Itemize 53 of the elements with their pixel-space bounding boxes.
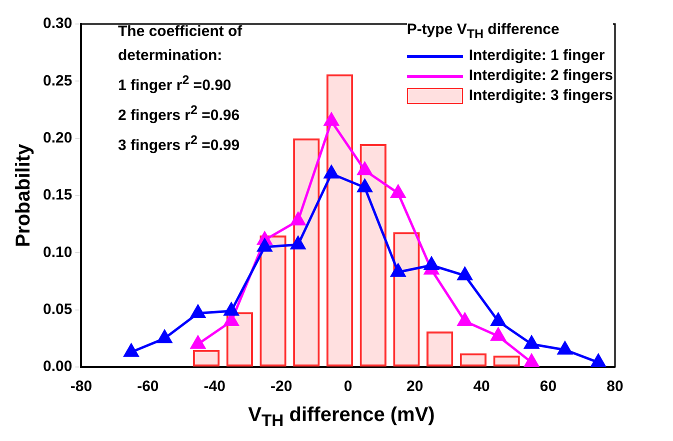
- point: [257, 238, 272, 252]
- x-axis-title: V$_{TH}$ difference (mV): [247, 404, 436, 431]
- bar: [192, 350, 220, 366]
- annotation: 1 finger r$^{2}$ =0.90: [118, 72, 232, 96]
- point: [490, 328, 506, 341]
- annotation: 2 fingers r$^{2}$ =0.96: [118, 102, 241, 126]
- x-tick-label: -40: [204, 378, 226, 396]
- x-tick-label: 40: [473, 378, 490, 396]
- point: [324, 166, 339, 179]
- annotation: 3 fingers r$^{2}$ =0.99: [118, 132, 241, 156]
- y-tick-label: 0.25: [42, 72, 72, 90]
- y-tick-label: 0.30: [42, 15, 72, 32]
- point: [357, 162, 372, 176]
- bar: [493, 356, 520, 366]
- point: [324, 112, 339, 126]
- point: [390, 184, 406, 198]
- x-tick-label: 80: [606, 378, 624, 396]
- y-tick-label: 0.15: [42, 186, 72, 204]
- y-tick-label: 0.05: [42, 300, 72, 318]
- x-tick-label: -60: [137, 378, 159, 396]
- point: [190, 305, 206, 318]
- x-tick-label: -20: [270, 378, 292, 396]
- x-tick-label: -80: [70, 378, 92, 396]
- point: [490, 313, 506, 326]
- point: [458, 313, 472, 326]
- point: [524, 336, 539, 349]
- point: [157, 330, 172, 344]
- point: [390, 264, 406, 277]
- point: [357, 179, 372, 192]
- y-tick-label: 0.00: [42, 358, 72, 376]
- legend-title: P-type V$_{TH}$ difference: [406, 20, 560, 43]
- point: [290, 236, 306, 250]
- legend-label: Interdigite: 1 finger: [468, 46, 605, 66]
- y-tick-label: 0.20: [42, 129, 72, 146]
- point: [591, 354, 606, 367]
- y-tick-label: 0.10: [42, 244, 72, 261]
- point: [458, 267, 472, 280]
- legend-label: Interdigite: 3 fingers: [468, 86, 613, 106]
- point: [558, 342, 572, 355]
- x-tick-label: 60: [540, 378, 557, 396]
- point: [224, 302, 239, 316]
- bar: [426, 332, 454, 366]
- point: [290, 212, 306, 226]
- x-tick-label: 0: [344, 378, 352, 396]
- point: [190, 336, 206, 349]
- point: [424, 256, 439, 270]
- y-axis-title: Probability: [12, 142, 35, 248]
- annotation: The coefficient of determination:: [118, 22, 244, 66]
- bar: [460, 353, 487, 366]
- x-tick-label: 20: [406, 378, 424, 396]
- legend-label: Interdigite: 2 fingers: [468, 66, 613, 86]
- point: [124, 344, 139, 357]
- point: [524, 354, 539, 367]
